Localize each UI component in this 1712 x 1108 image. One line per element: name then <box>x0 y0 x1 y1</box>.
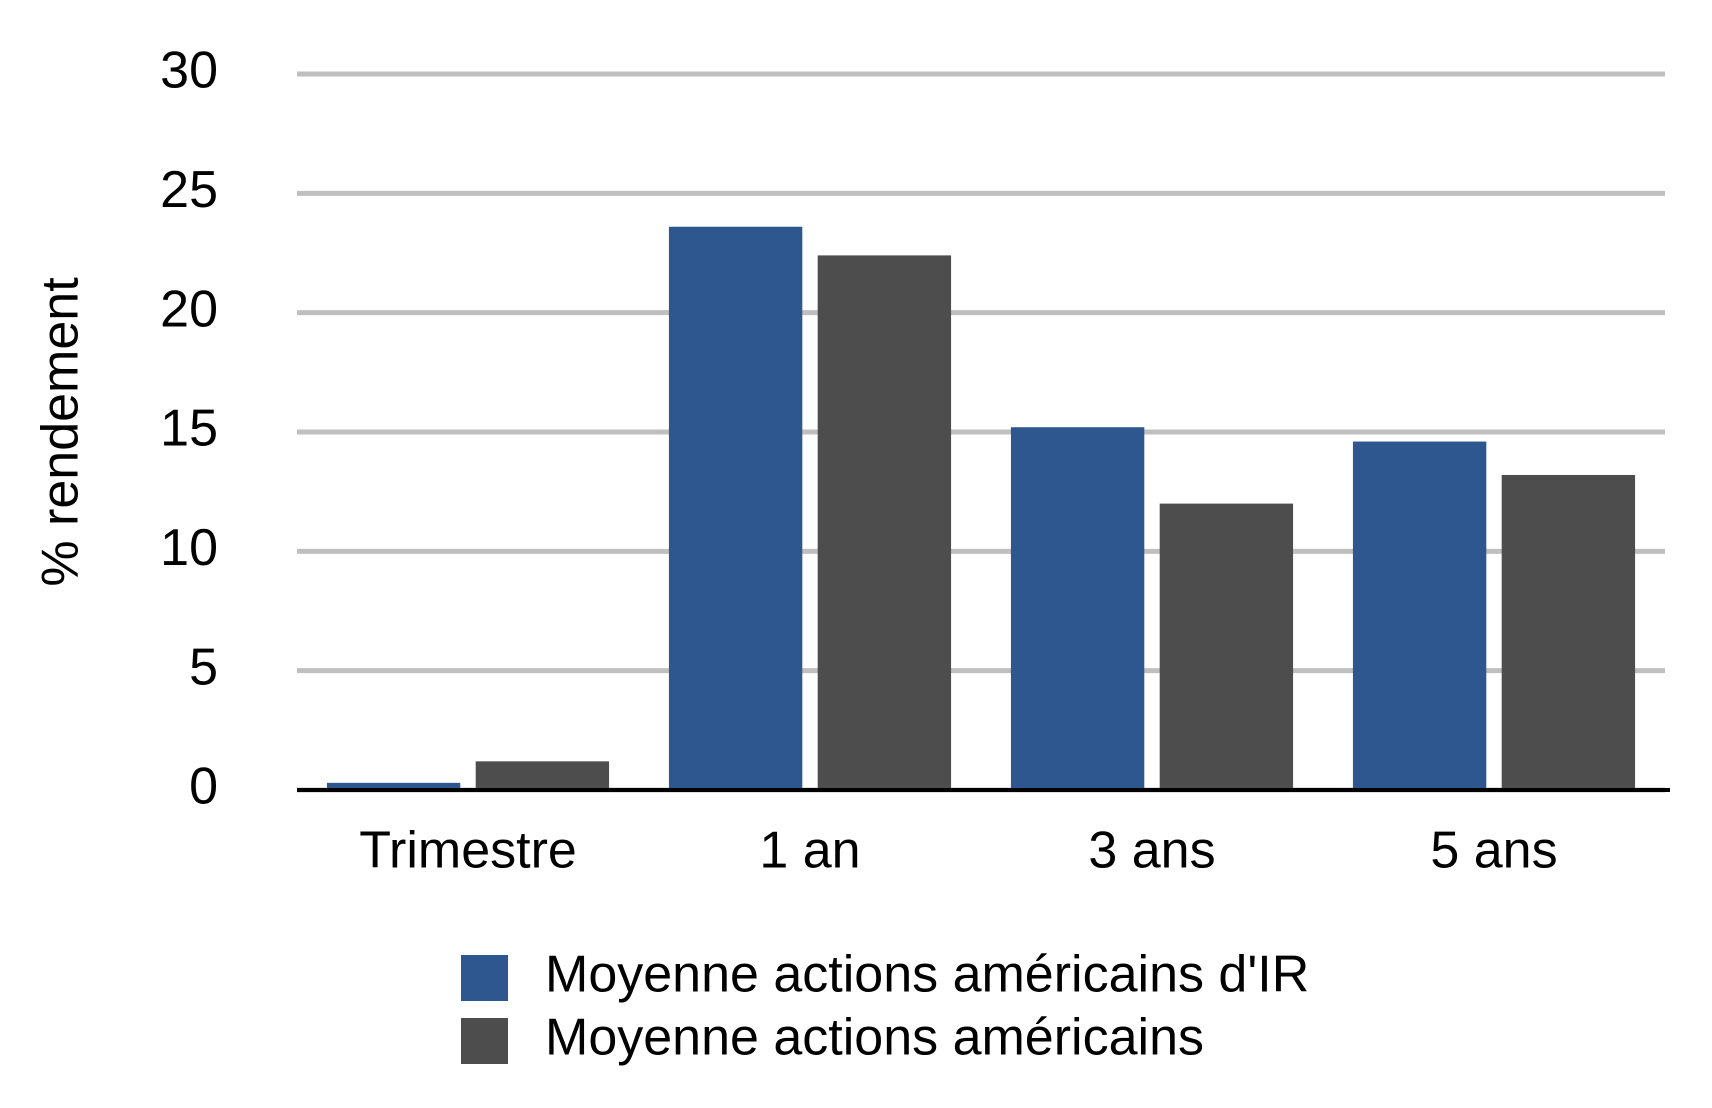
y-tick-label: 0 <box>189 758 218 816</box>
bar <box>1010 427 1145 790</box>
x-tick-label: Trimestre <box>359 822 577 880</box>
legend-label: Moyenne actions américains <box>545 1009 1204 1067</box>
x-tick-label: 1 an <box>759 822 860 880</box>
y-tick-label: 30 <box>160 42 218 100</box>
y-tick-label: 20 <box>160 280 218 338</box>
y-tick-label: 5 <box>189 638 218 696</box>
y-tick-label: 15 <box>160 400 218 458</box>
y-tick-label: 10 <box>160 519 218 577</box>
bar <box>817 255 952 791</box>
bar <box>475 761 610 790</box>
bar <box>1501 474 1636 790</box>
x-tick-label: 5 ans <box>1430 822 1557 880</box>
bar <box>326 782 461 790</box>
legend-swatch <box>461 955 508 1001</box>
y-tick-label: 25 <box>160 161 218 219</box>
bar <box>1352 441 1487 790</box>
legend-swatch <box>461 1018 508 1064</box>
x-tick-label: 3 ans <box>1088 822 1215 880</box>
bar <box>1159 503 1294 790</box>
y-axis-title: % rendement <box>32 277 90 587</box>
bar <box>668 226 803 790</box>
legend-label: Moyenne actions américains d'IR <box>545 946 1309 1004</box>
